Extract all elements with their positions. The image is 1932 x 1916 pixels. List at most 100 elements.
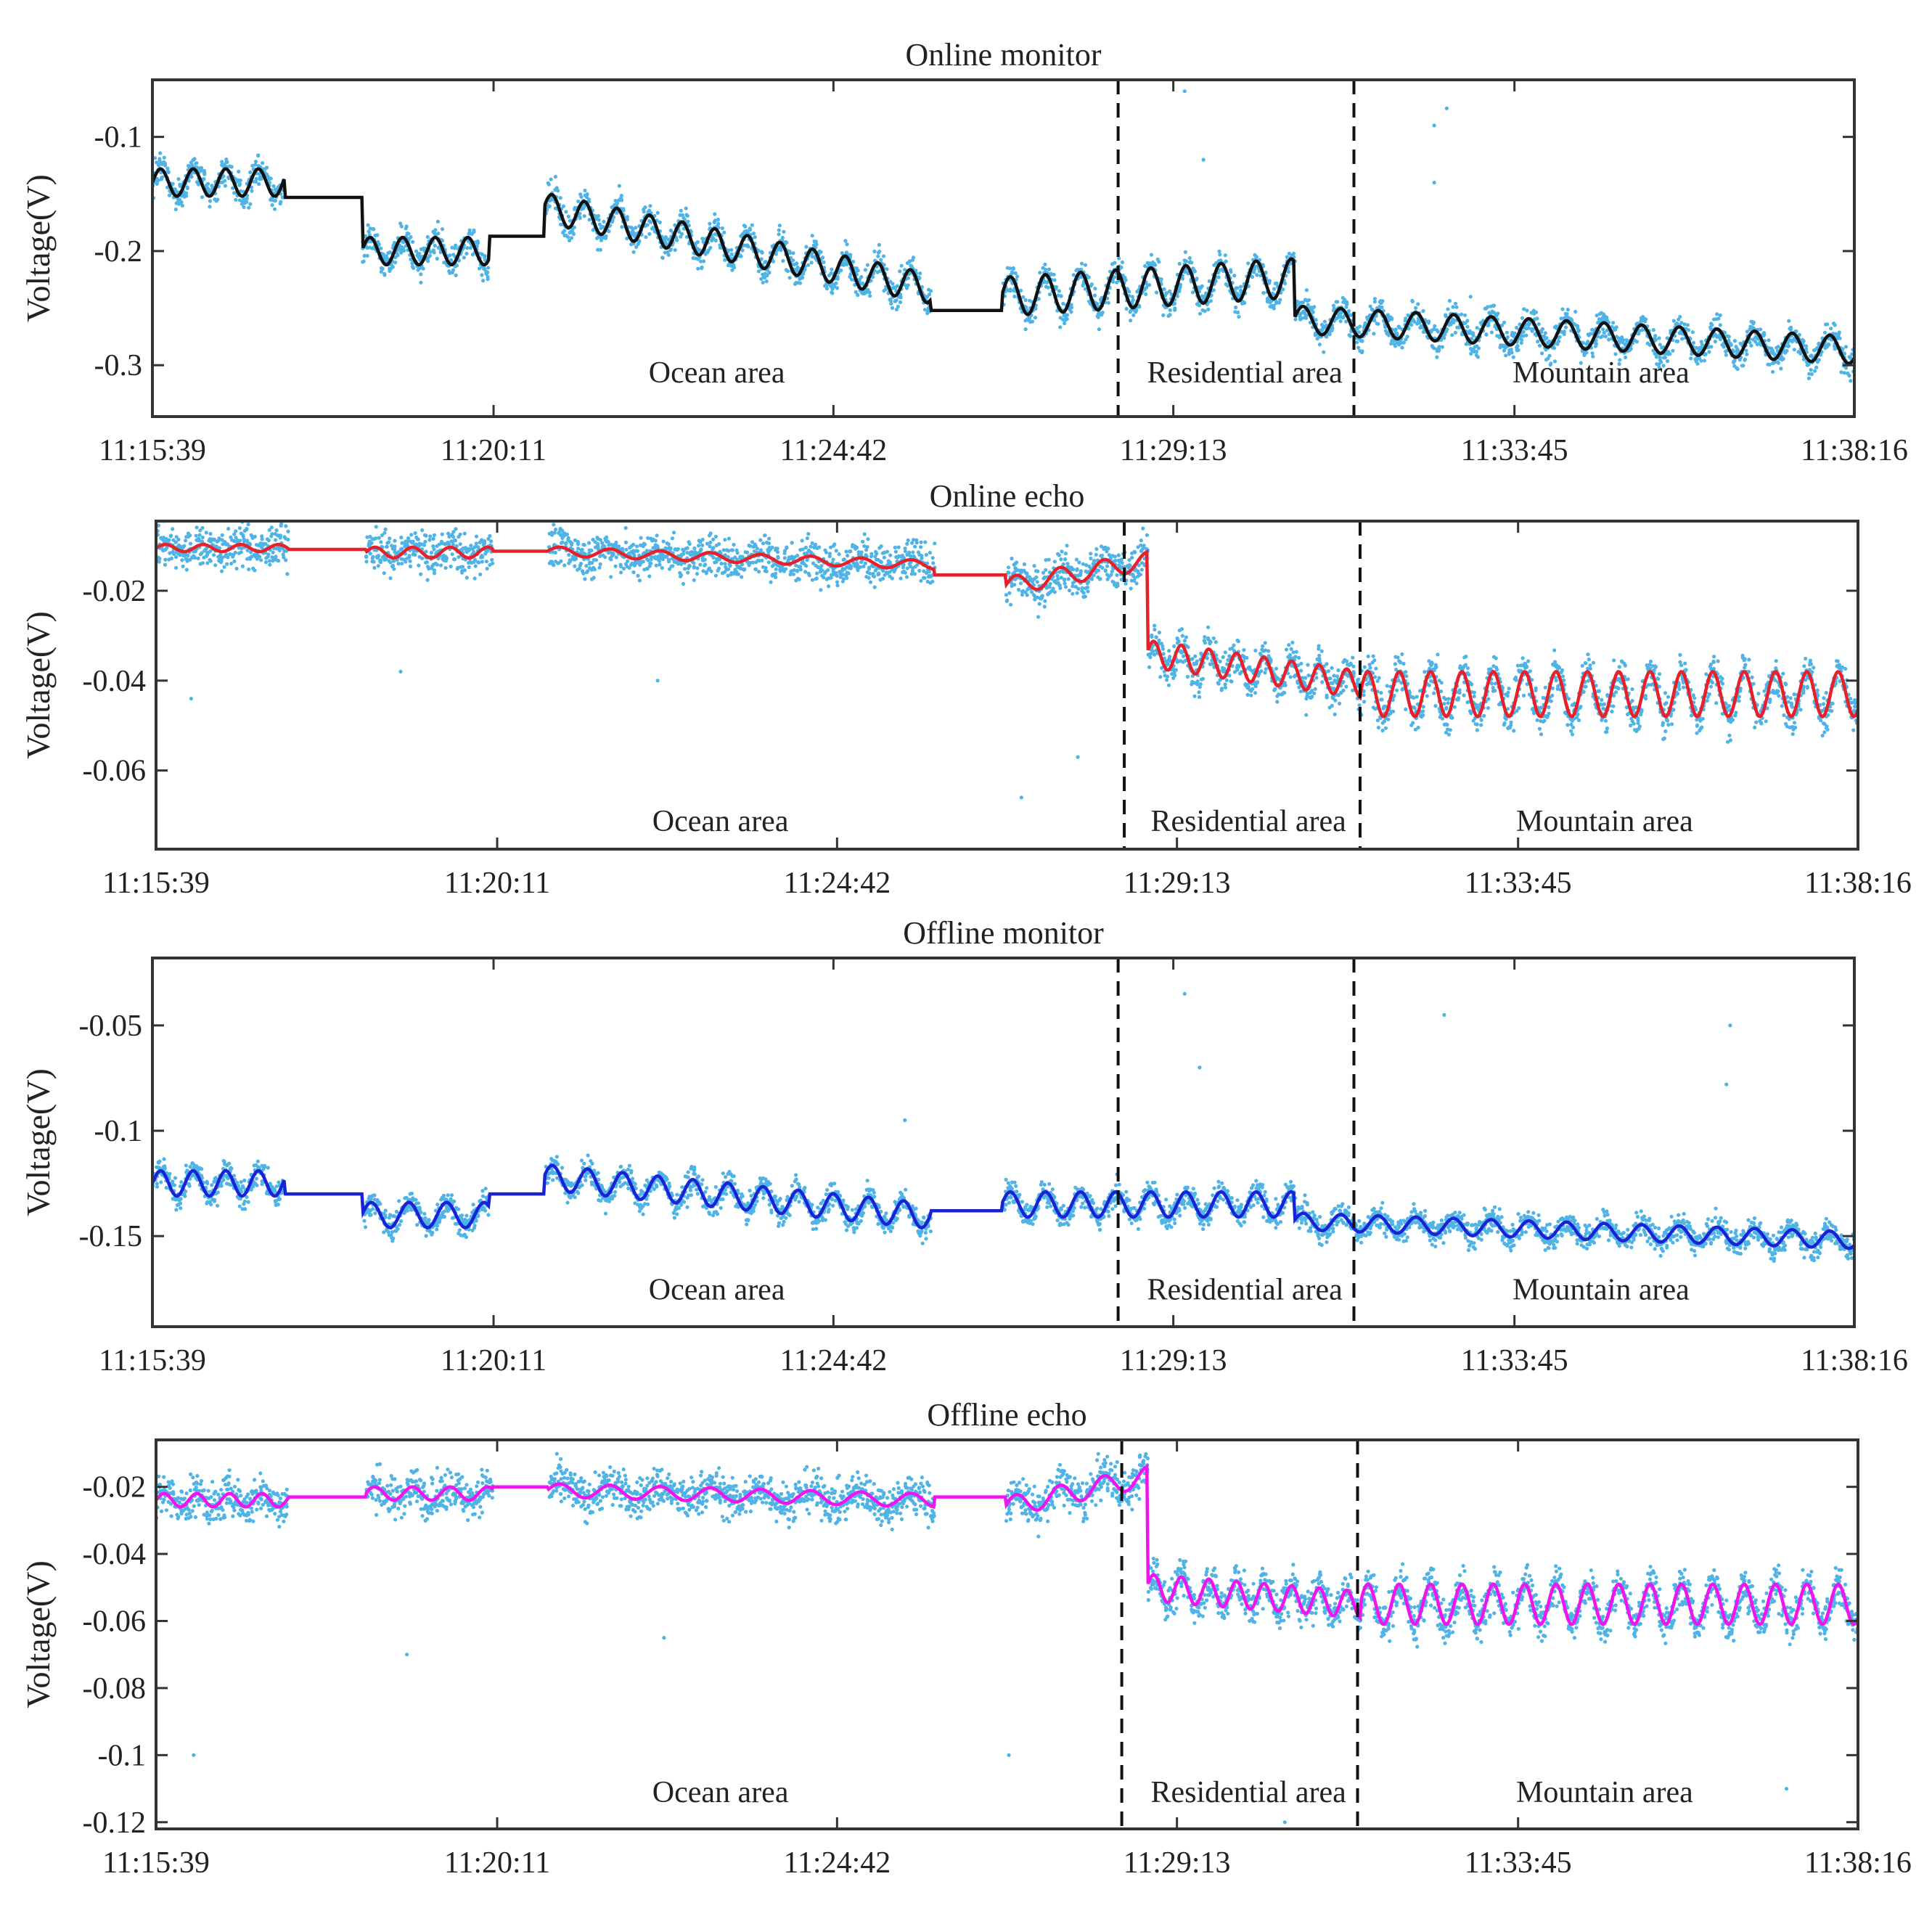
scatter-point (591, 537, 595, 542)
scatter-point (637, 578, 642, 583)
scatter-point (1682, 322, 1687, 327)
scatter-point (1069, 306, 1074, 310)
scatter-point (1399, 341, 1403, 345)
scatter-point (703, 562, 707, 567)
scatter-point (420, 556, 425, 560)
scatter-point (408, 559, 412, 563)
scatter-point (1235, 286, 1240, 290)
scatter-point (649, 561, 653, 565)
scatter-point (1013, 271, 1018, 275)
scatter-point (621, 546, 625, 551)
scatter-point (1588, 332, 1592, 336)
scatter-point (1123, 276, 1127, 280)
scatter-point (653, 539, 658, 543)
scatter-point (558, 196, 562, 200)
scatter-point (364, 560, 369, 564)
scatter-point (171, 181, 175, 186)
scatter-point (809, 544, 813, 549)
scatter-point (1513, 331, 1517, 335)
scatter-point (1298, 316, 1303, 321)
scatter-point (1839, 370, 1843, 374)
scatter-point (846, 554, 850, 558)
scatter-point (692, 561, 696, 565)
scatter-point (609, 557, 613, 562)
x-tick-label: 11:15:39 (99, 434, 206, 467)
scatter-point (396, 562, 401, 566)
scatter-point (1308, 320, 1312, 324)
scatter-point (1297, 300, 1301, 305)
scatter-point (705, 541, 710, 546)
scatter-point (406, 232, 411, 236)
scatter-point (486, 270, 490, 274)
scatter-point (686, 570, 690, 575)
scatter-point (1601, 327, 1605, 332)
scatter-point (200, 525, 205, 530)
scatter-point (819, 250, 823, 254)
scatter-point (1579, 361, 1583, 365)
scatter-point (1794, 329, 1798, 333)
scatter-point (1011, 266, 1015, 271)
scatter-point (1311, 310, 1315, 314)
scatter-point (855, 545, 859, 550)
scatter-point (632, 554, 637, 558)
scatter-point (380, 266, 385, 271)
scatter-point (1785, 340, 1790, 345)
scatter-point (626, 559, 630, 563)
scatter-point (761, 280, 765, 284)
scatter-point (1306, 303, 1310, 307)
scatter-point (247, 567, 251, 572)
scatter-point (1404, 337, 1408, 342)
scatter-point (253, 163, 258, 167)
scatter-point (1781, 356, 1785, 361)
scatter-point (596, 547, 601, 552)
scatter-point (372, 560, 376, 564)
scatter-point (381, 252, 385, 257)
scatter-point (665, 554, 669, 558)
scatter-point (1502, 348, 1506, 353)
scatter-point (1735, 367, 1740, 372)
scatter-point (1314, 318, 1318, 322)
scatter-point (1226, 284, 1230, 288)
scatter-point (1303, 313, 1309, 317)
scatter-point (372, 565, 377, 570)
scatter-point (242, 539, 247, 544)
scatter-point (774, 567, 778, 571)
scatter-point (1084, 263, 1088, 267)
scatter-point (560, 528, 565, 533)
scatter-point (576, 546, 581, 551)
scatter-point (488, 533, 492, 539)
scatter-point (757, 570, 761, 574)
scatter-point (1804, 347, 1809, 351)
scatter-point (1776, 361, 1780, 365)
scatter-point (284, 524, 288, 528)
scatter-point (374, 536, 378, 541)
scatter-point (750, 223, 754, 227)
scatter-point (928, 289, 933, 293)
scatter-point (1475, 326, 1479, 330)
scatter-point (1651, 348, 1655, 353)
scatter-point (1400, 345, 1404, 350)
scatter-point (415, 537, 420, 541)
scatter-point (1576, 328, 1581, 332)
scatter-point (684, 234, 689, 239)
scatter-point (1386, 333, 1391, 337)
scatter-point (1338, 319, 1343, 324)
scatter-point (611, 552, 615, 557)
scatter-point (578, 211, 582, 216)
scatter-point (685, 546, 689, 550)
scatter-point (718, 549, 722, 554)
scatter-point (1183, 270, 1187, 274)
scatter-point (384, 254, 388, 258)
scatter-point (239, 189, 243, 193)
scatter-point (1052, 278, 1057, 282)
scatter-point (382, 531, 387, 535)
scatter-point (1833, 323, 1837, 327)
scatter-point (1237, 314, 1241, 319)
scatter-point (642, 210, 646, 214)
scatter-point (1842, 351, 1847, 356)
scatter-point (1767, 362, 1772, 367)
scatter-point (1291, 251, 1296, 255)
scatter-point (1433, 324, 1437, 328)
scatter-point (1659, 360, 1663, 364)
scatter-point (257, 172, 261, 176)
